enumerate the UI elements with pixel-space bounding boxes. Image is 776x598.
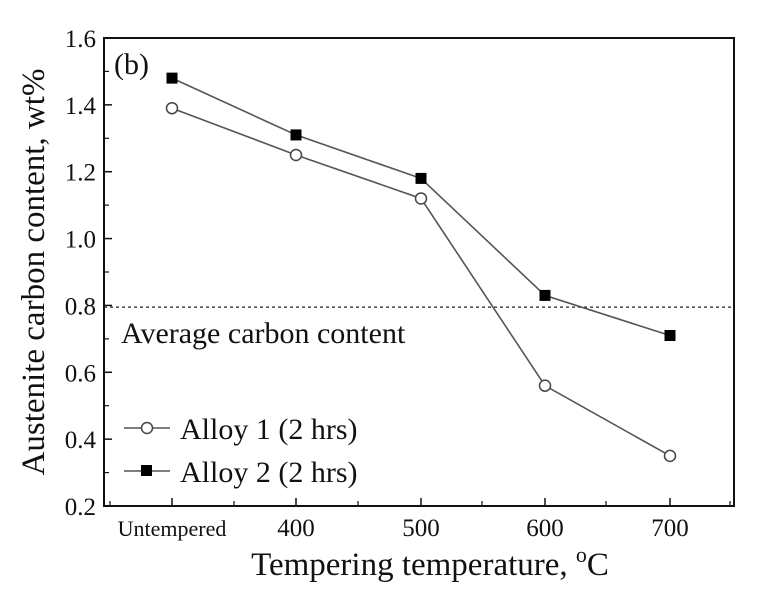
data-point-alloy-1 bbox=[289, 148, 303, 162]
y-tick-label: 0.4 bbox=[65, 427, 97, 454]
data-point-alloy-1 bbox=[538, 379, 552, 392]
x-tick-label: 500 bbox=[402, 515, 440, 542]
data-point-alloy-2 bbox=[166, 72, 178, 84]
y-tick-label: 1.6 bbox=[65, 26, 96, 53]
data-point-alloy-2 bbox=[539, 289, 551, 301]
series-line-alloy-2 bbox=[171, 77, 671, 337]
x-tick-label: 700 bbox=[651, 515, 689, 542]
y-tick-label: 1.4 bbox=[65, 93, 97, 120]
y-tick-label: 1.0 bbox=[65, 227, 96, 254]
y-axis-title: Austenite carbon content, wt% bbox=[16, 69, 52, 476]
data-point-alloy-2 bbox=[415, 172, 427, 184]
y-tick-label: 0.6 bbox=[65, 360, 96, 387]
x-axis-unit: C bbox=[587, 547, 609, 583]
legend-marker-alloy-2 bbox=[141, 465, 152, 476]
data-point-alloy-2 bbox=[290, 129, 302, 141]
series-line-alloy-1 bbox=[171, 107, 671, 457]
y-tick-label: 0.8 bbox=[65, 293, 96, 320]
legend-label-alloy-2: Alloy 2 (2 hrs) bbox=[180, 456, 357, 489]
x-axis-unit-superscript: o bbox=[576, 542, 587, 567]
data-point-alloy-1 bbox=[663, 449, 677, 463]
panel-label: (b) bbox=[114, 48, 149, 81]
legend-label-alloy-1: Alloy 1 (2 hrs) bbox=[180, 413, 357, 446]
data-point-alloy-2 bbox=[664, 330, 676, 342]
x-axis-title: Tempering temperature, oC bbox=[251, 542, 609, 583]
x-tick-label: 400 bbox=[277, 515, 315, 542]
legend-marker-alloy-1 bbox=[140, 421, 154, 435]
data-point-alloy-1 bbox=[414, 192, 428, 205]
reference-line-label: Average carbon content bbox=[121, 317, 406, 350]
x-tick-label: Untempered bbox=[118, 516, 227, 541]
legend: Alloy 1 (2 hrs) Alloy 2 (2 hrs) bbox=[124, 413, 357, 489]
x-tick-label: 600 bbox=[526, 515, 564, 542]
y-tick-label: 1.2 bbox=[65, 160, 96, 187]
data-point-alloy-1 bbox=[165, 101, 179, 115]
y-tick-label: 0.2 bbox=[65, 494, 96, 521]
